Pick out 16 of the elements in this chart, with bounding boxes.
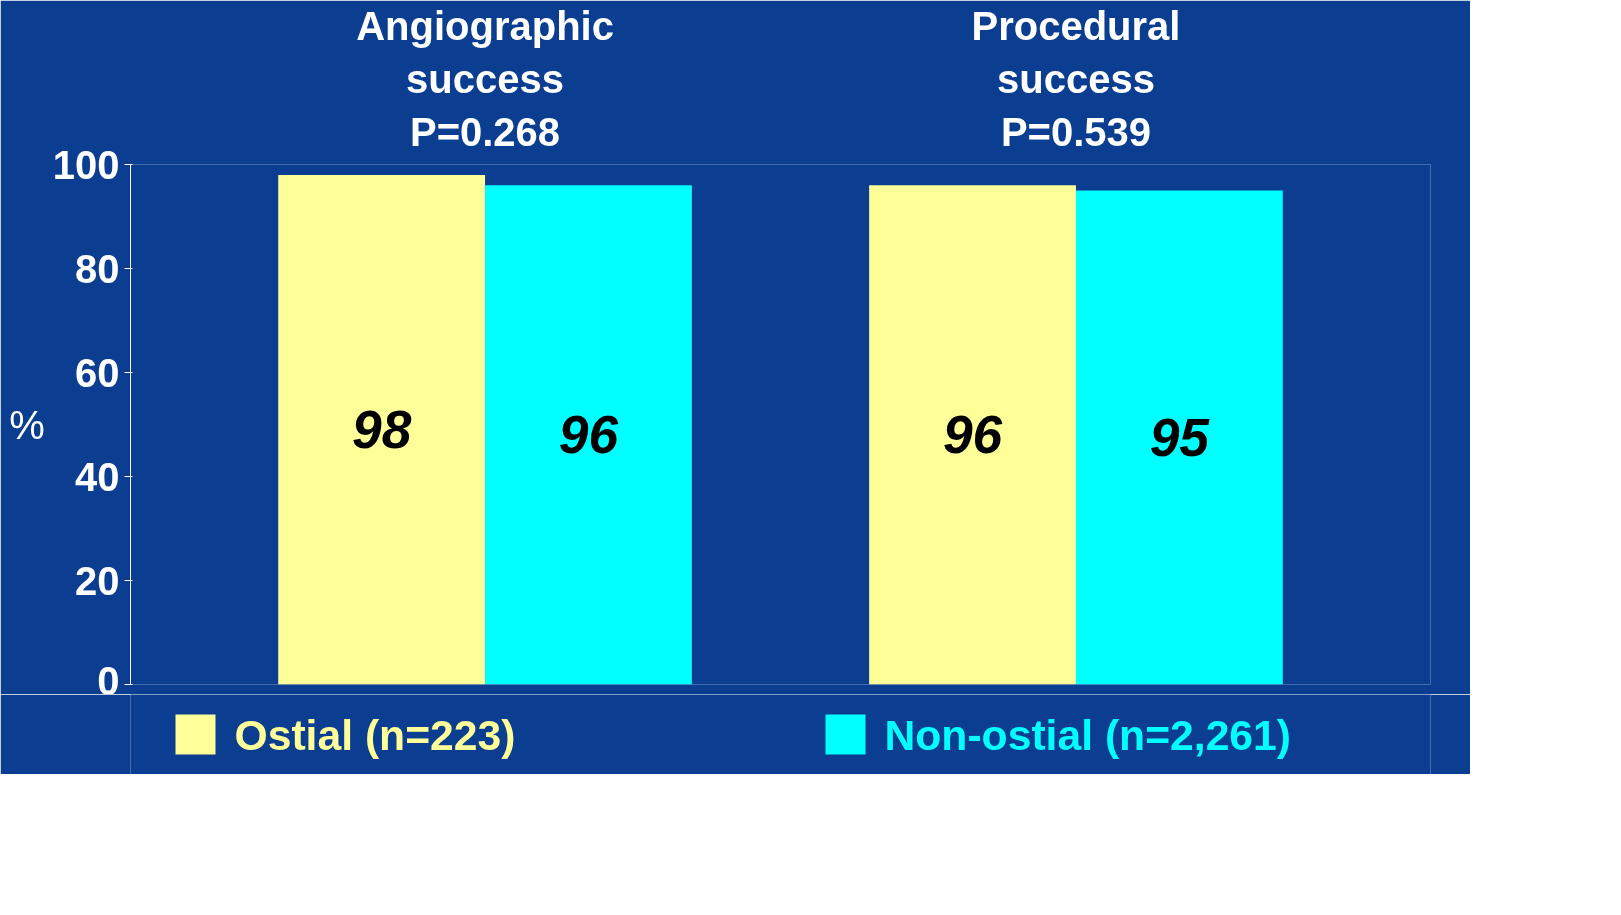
y-tick-label: 60 [75, 350, 120, 395]
legend-label: Non-ostial (n=2,261) [884, 710, 1292, 759]
x-tick-label: Procedural success [971, 3, 1181, 101]
data-label: 96 [942, 405, 1003, 465]
y-tick-label: 100 [52, 142, 120, 187]
data-label: 96 [558, 405, 619, 465]
y-tick-label: 20 [75, 558, 120, 603]
data-label: 98 [351, 400, 412, 460]
y-tick-label: 40 [75, 454, 120, 499]
y-axis-title: % [9, 402, 45, 447]
text: P=0.539 [1000, 109, 1152, 154]
y-tick-label: 80 [75, 246, 120, 291]
data-label: 95 [1149, 408, 1211, 467]
text: P=0.268 [409, 109, 561, 154]
x-tick-label: Angiographic success [356, 3, 614, 101]
legend-label: Ostial (n=223) [234, 710, 516, 759]
